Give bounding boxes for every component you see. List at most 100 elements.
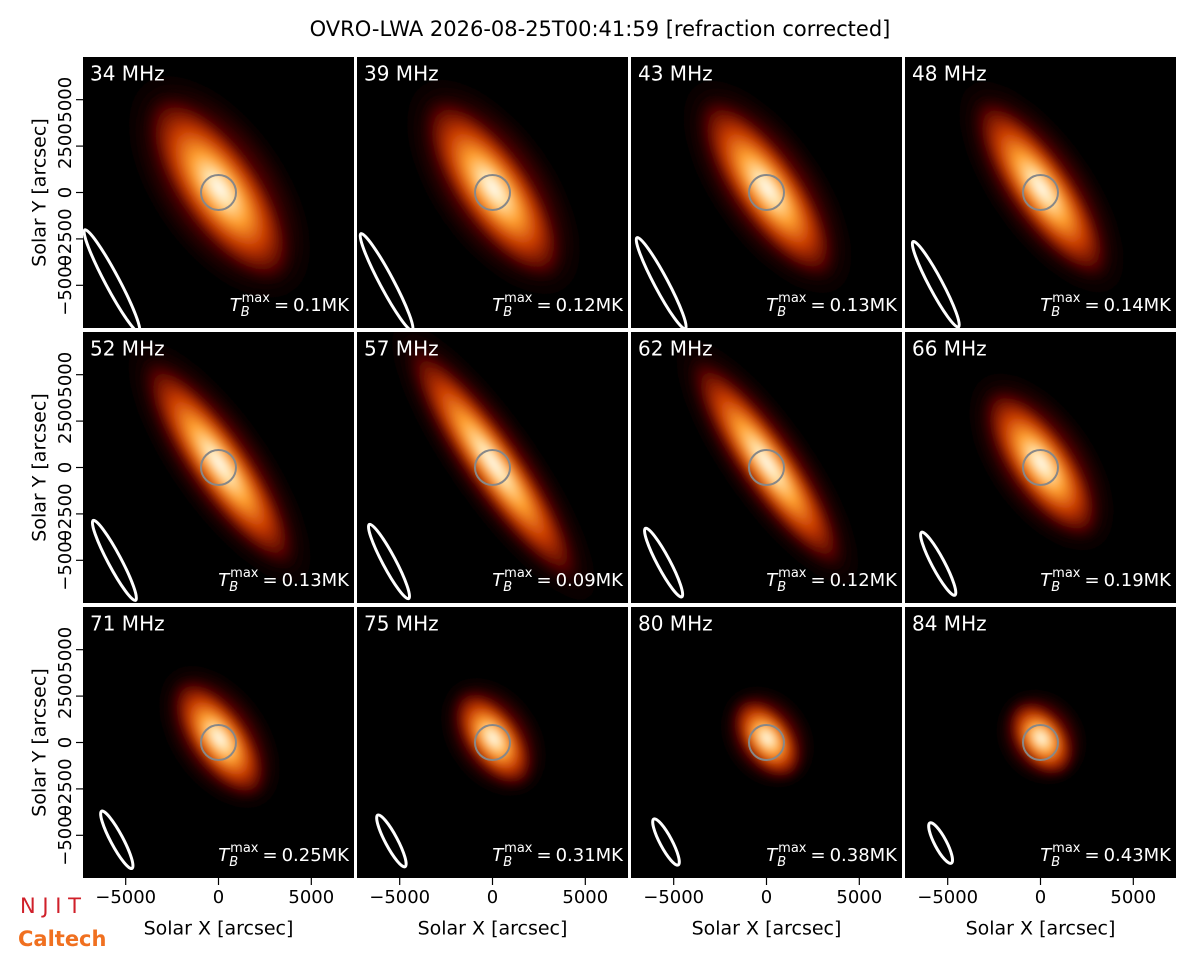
solar-disk (1022, 449, 1059, 486)
frequency-label: 52 MHz (90, 337, 165, 361)
tb-max-label: TBmax = 0.14MK (1040, 291, 1172, 320)
x-tick-label: 0 (1035, 887, 1046, 908)
tb-sup: max (242, 291, 271, 306)
beam (634, 236, 688, 328)
tb-symbol: T (1040, 295, 1053, 316)
tb-sub: B (777, 305, 786, 320)
x-axis-label: Solar X [arcsec] (966, 918, 1116, 940)
tb-symbol: T (766, 570, 779, 591)
frequency-label: 80 MHz (638, 612, 713, 636)
tb-sub: B (503, 580, 512, 595)
tb-symbol: T (218, 570, 231, 591)
tb-sup: max (1052, 291, 1081, 306)
tb-sign: = (536, 570, 551, 591)
tb-max-label: TBmax = 0.12MK (766, 566, 898, 595)
panel (631, 332, 902, 603)
panel (631, 57, 902, 328)
tb-value: 0.14MK (1104, 295, 1173, 316)
tb-value: 0.31MK (556, 845, 625, 866)
x-tick-label: 5000 (1110, 887, 1156, 908)
emission (695, 94, 839, 283)
tb-symbol: T (1040, 845, 1053, 866)
beam (83, 228, 142, 328)
tb-sup: max (504, 841, 533, 856)
beam (643, 526, 685, 599)
tb-sub: B (229, 855, 238, 870)
y-axis-label: Solar Y [arcsec] (29, 118, 51, 266)
beam (375, 813, 408, 869)
x-tick-label: 0 (213, 887, 224, 908)
tb-sign: = (274, 295, 289, 316)
solar-disk (474, 724, 511, 761)
x-tick-label: −5000 (369, 887, 430, 908)
tb-value: 0.09MK (556, 570, 625, 591)
beam (99, 809, 135, 871)
tb-symbol: T (766, 845, 779, 866)
tb-sign: = (536, 845, 551, 866)
tb-max-label: TBmax = 0.13MK (766, 291, 898, 320)
y-tick-label: 5000 (55, 627, 76, 673)
tb-value: 0.19MK (1104, 570, 1173, 591)
beam (927, 821, 955, 865)
tb-sign: = (1084, 295, 1099, 316)
solar-disk (200, 724, 237, 761)
tb-symbol: T (230, 295, 243, 316)
emission (980, 385, 1102, 542)
tb-max-label: TBmax = 0.19MK (1040, 566, 1172, 595)
tb-sign: = (810, 845, 825, 866)
tb-sup: max (230, 566, 259, 581)
tb-sign: = (262, 845, 277, 866)
y-tick-label: −2500 (55, 483, 76, 544)
tb-sub: B (229, 580, 238, 595)
y-tick-label: 0 (55, 462, 76, 473)
tb-sup: max (778, 566, 807, 581)
panel (357, 332, 628, 603)
chart-title: OVRO-LWA 2026-08-25T00:41:59 [refraction… (310, 17, 891, 41)
x-tick-label: 5000 (288, 887, 334, 908)
tb-sup: max (504, 291, 533, 306)
tb-sup: max (504, 566, 533, 581)
frequency-label: 75 MHz (364, 612, 439, 636)
x-axis-label: Solar X [arcsec] (144, 918, 294, 940)
tb-sign: = (1084, 845, 1099, 866)
tb-max-label: TBmax = 0.09MK (492, 566, 624, 595)
tb-sub: B (1051, 580, 1060, 595)
x-tick-label: 0 (761, 887, 772, 908)
tb-sup: max (778, 291, 807, 306)
panel (905, 332, 1176, 603)
tb-max-label: TBmax = 0.13MK (218, 566, 350, 595)
panel (83, 332, 354, 603)
tb-max-label: TBmax = 0.43MK (1040, 841, 1172, 870)
y-tick-label: 5000 (55, 77, 76, 123)
solar-disk (1022, 174, 1059, 211)
tb-sub: B (241, 305, 250, 320)
tb-sup: max (1052, 841, 1081, 856)
tb-value: 0.38MK (830, 845, 899, 866)
y-tick-label: −2500 (55, 758, 76, 819)
frequency-label: 39 MHz (364, 62, 439, 86)
panel (905, 57, 1176, 328)
tb-sign: = (262, 570, 277, 591)
tb-symbol: T (492, 570, 505, 591)
y-tick-label: 2500 (55, 123, 76, 169)
tb-max-label: TBmax = 0.1MK (230, 291, 351, 320)
tb-symbol: T (218, 845, 231, 866)
tb-sup: max (230, 841, 259, 856)
y-tick-label: 5000 (55, 352, 76, 398)
panel (83, 607, 354, 878)
tb-sub: B (1051, 305, 1060, 320)
y-tick-label: −5000 (55, 255, 76, 316)
tb-sign: = (1084, 570, 1099, 591)
tb-symbol: T (492, 845, 505, 866)
emission (420, 93, 567, 284)
tb-value: 0.13MK (830, 295, 899, 316)
tb-sign: = (810, 295, 825, 316)
emission (687, 353, 847, 573)
solar-disk (474, 449, 511, 486)
solar-disk (200, 449, 237, 486)
tb-sub: B (777, 855, 786, 870)
beam (910, 239, 961, 328)
tb-value: 0.43MK (1104, 845, 1173, 866)
y-tick-label: 2500 (55, 398, 76, 444)
